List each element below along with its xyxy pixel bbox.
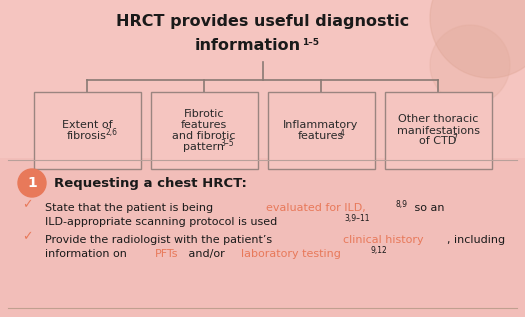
Text: and fibrotic: and fibrotic bbox=[172, 131, 236, 141]
Text: evaluated for ILD,: evaluated for ILD, bbox=[267, 203, 366, 213]
Text: fibrosis: fibrosis bbox=[67, 131, 107, 141]
Text: 1: 1 bbox=[27, 176, 37, 190]
Text: PFTs: PFTs bbox=[155, 249, 179, 259]
FancyBboxPatch shape bbox=[151, 92, 257, 169]
Text: ILD-appropriate scanning protocol is used: ILD-appropriate scanning protocol is use… bbox=[45, 217, 277, 227]
Text: State that the patient is being: State that the patient is being bbox=[45, 203, 217, 213]
FancyBboxPatch shape bbox=[0, 158, 525, 317]
Text: 3–5: 3–5 bbox=[220, 139, 234, 148]
Text: manifestations: manifestations bbox=[396, 126, 479, 135]
Text: Extent of: Extent of bbox=[62, 120, 112, 130]
Circle shape bbox=[430, 25, 510, 105]
Text: so an: so an bbox=[411, 203, 444, 213]
FancyBboxPatch shape bbox=[384, 92, 491, 169]
Text: , including: , including bbox=[447, 235, 505, 245]
FancyBboxPatch shape bbox=[34, 92, 141, 169]
Text: pattern: pattern bbox=[184, 142, 225, 152]
Text: information on: information on bbox=[45, 249, 130, 259]
Text: 7: 7 bbox=[453, 134, 457, 143]
Text: 1–5: 1–5 bbox=[302, 38, 320, 47]
Text: Other thoracic: Other thoracic bbox=[398, 114, 478, 125]
Text: 8,9: 8,9 bbox=[395, 199, 407, 209]
Text: Provide the radiologist with the patient’s: Provide the radiologist with the patient… bbox=[45, 235, 276, 245]
Text: features: features bbox=[298, 131, 344, 141]
Circle shape bbox=[18, 169, 46, 197]
Text: information: information bbox=[194, 38, 300, 53]
Text: Requesting a chest HRCT:: Requesting a chest HRCT: bbox=[54, 177, 247, 190]
Text: Fibrotic: Fibrotic bbox=[184, 109, 224, 119]
Text: and/or: and/or bbox=[185, 249, 229, 259]
Text: clinical history: clinical history bbox=[343, 235, 423, 245]
Text: features: features bbox=[181, 120, 227, 130]
Text: ✓: ✓ bbox=[22, 230, 33, 243]
Text: of CTD: of CTD bbox=[419, 137, 457, 146]
Text: ✓: ✓ bbox=[22, 198, 33, 211]
Text: laboratory testing: laboratory testing bbox=[242, 249, 341, 259]
Text: 3,9–11: 3,9–11 bbox=[345, 214, 370, 223]
Text: 4: 4 bbox=[340, 128, 344, 138]
FancyBboxPatch shape bbox=[268, 92, 374, 169]
Text: 2,6: 2,6 bbox=[106, 128, 118, 138]
Circle shape bbox=[430, 0, 525, 78]
Text: HRCT provides useful diagnostic: HRCT provides useful diagnostic bbox=[116, 14, 409, 29]
Text: 9,12: 9,12 bbox=[370, 245, 387, 255]
Text: Inflammatory: Inflammatory bbox=[284, 120, 359, 130]
